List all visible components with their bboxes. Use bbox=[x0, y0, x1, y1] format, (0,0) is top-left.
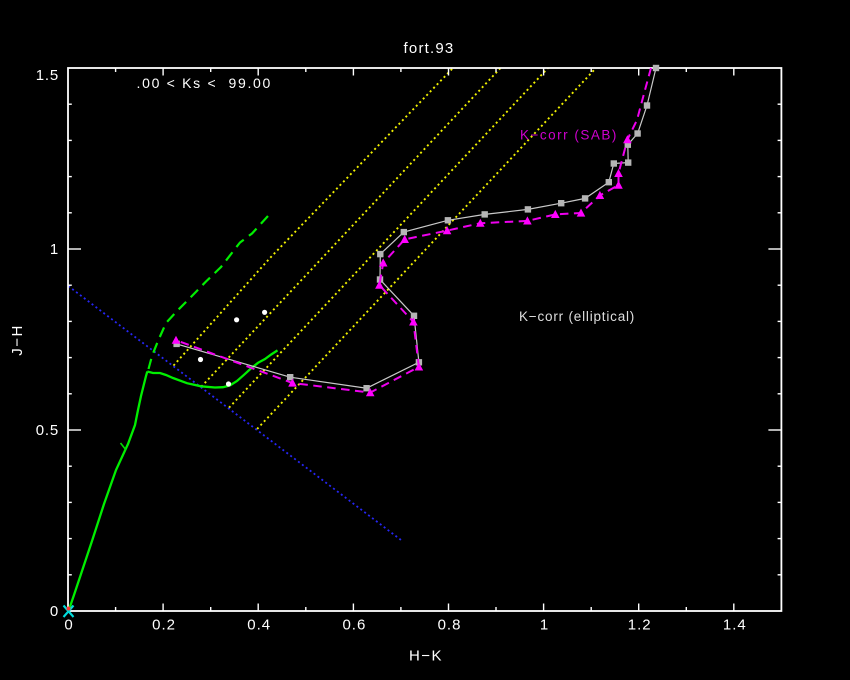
svg-text:0.5: 0.5 bbox=[36, 422, 59, 439]
svg-text:.00 < Ks < 99.00: .00 < Ks < 99.00 bbox=[137, 75, 273, 91]
svg-text:1: 1 bbox=[540, 617, 549, 634]
svg-text:K−corr (elliptical): K−corr (elliptical) bbox=[519, 309, 635, 324]
svg-text:J−H: J−H bbox=[9, 324, 26, 356]
svg-text:1: 1 bbox=[50, 241, 59, 258]
svg-text:0.4: 0.4 bbox=[247, 617, 271, 634]
svg-text:1.4: 1.4 bbox=[723, 617, 747, 634]
svg-text:1.5: 1.5 bbox=[36, 67, 59, 84]
svg-text:K−corr (SAB): K−corr (SAB) bbox=[520, 128, 618, 143]
svg-text:0.6: 0.6 bbox=[342, 617, 366, 634]
svg-text:H−K: H−K bbox=[409, 648, 443, 665]
svg-text:fort.93: fort.93 bbox=[404, 40, 455, 57]
svg-text:1.2: 1.2 bbox=[628, 617, 652, 634]
svg-text:0.2: 0.2 bbox=[152, 617, 176, 634]
svg-text:0.8: 0.8 bbox=[438, 617, 462, 634]
svg-text:0: 0 bbox=[64, 617, 73, 634]
svg-text:0: 0 bbox=[50, 603, 59, 620]
